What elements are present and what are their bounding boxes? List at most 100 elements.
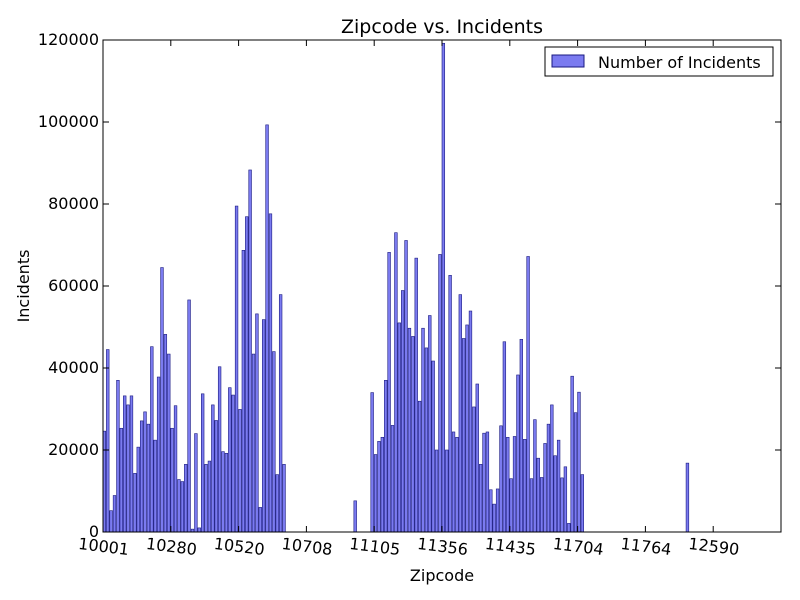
chart-title: Zipcode vs. Incidents <box>341 16 543 38</box>
bar <box>434 449 439 533</box>
bar <box>136 446 140 533</box>
bar <box>163 334 168 533</box>
bar <box>278 294 283 533</box>
legend-label: Number of Incidents <box>598 53 761 72</box>
bar <box>204 464 208 533</box>
bar <box>553 455 557 533</box>
bar <box>465 324 469 533</box>
bar <box>211 404 215 533</box>
bar <box>380 436 384 533</box>
bar <box>106 349 110 533</box>
bar <box>556 439 561 533</box>
bar <box>550 404 554 533</box>
plot-frame <box>102 39 782 533</box>
bar <box>526 256 530 533</box>
bar <box>536 457 540 533</box>
bar <box>424 347 429 533</box>
bar <box>207 460 212 533</box>
bar <box>116 379 120 533</box>
bar <box>387 252 391 533</box>
bar <box>421 327 425 533</box>
bar <box>224 452 229 533</box>
bar <box>560 477 564 533</box>
bar <box>217 366 222 533</box>
bar <box>482 432 486 533</box>
bar <box>112 495 117 533</box>
bar <box>685 462 690 533</box>
bar <box>394 232 398 533</box>
bar <box>441 42 446 533</box>
bar <box>580 474 584 533</box>
bar <box>234 205 239 533</box>
bar <box>543 443 547 533</box>
bar <box>529 478 534 533</box>
bar <box>373 454 378 533</box>
bar <box>499 425 503 533</box>
bar <box>451 431 456 533</box>
bar <box>506 436 510 533</box>
bar <box>258 507 262 533</box>
legend-swatch <box>551 54 585 68</box>
bar <box>445 449 449 533</box>
bar <box>468 310 473 533</box>
bar <box>448 275 452 533</box>
bar <box>397 322 401 533</box>
bar <box>407 327 412 533</box>
bar <box>516 374 520 533</box>
bar <box>139 420 144 533</box>
y-axis-label: Incidents <box>14 250 33 323</box>
bar <box>577 391 581 533</box>
bar <box>197 527 201 533</box>
bar <box>262 319 266 533</box>
bar <box>485 431 490 533</box>
bar <box>478 464 483 533</box>
y-tick-label: 120000 <box>38 30 99 49</box>
bar <box>194 433 198 533</box>
bar <box>519 338 523 533</box>
bar <box>153 439 157 533</box>
bar <box>119 427 123 533</box>
bar <box>143 411 147 533</box>
bar <box>248 169 252 533</box>
bar <box>238 409 242 533</box>
y-tick-label: 40000 <box>48 358 99 377</box>
bar <box>489 489 493 533</box>
bar <box>370 392 374 533</box>
bar <box>126 404 130 533</box>
bar <box>123 395 127 533</box>
bar <box>265 124 269 533</box>
bar <box>150 346 154 533</box>
bar <box>384 379 388 533</box>
bar <box>109 510 113 533</box>
bar <box>523 439 527 533</box>
bar <box>156 376 161 533</box>
y-tick-label: 60000 <box>48 276 99 295</box>
bar <box>390 425 395 533</box>
bar <box>492 503 496 533</box>
bar <box>377 441 381 533</box>
bar <box>268 213 273 533</box>
bar <box>187 299 191 533</box>
y-axis-ticks: 0 20000 40000 60000 80000 100000 120000 <box>38 30 781 541</box>
bar <box>404 240 408 533</box>
bar <box>184 464 188 533</box>
bar <box>533 419 537 533</box>
bar <box>417 400 422 533</box>
bar <box>251 353 256 533</box>
bar <box>173 405 178 533</box>
y-tick-label: 80000 <box>48 194 99 213</box>
bar <box>282 464 286 533</box>
bar <box>458 294 462 533</box>
bar <box>414 257 418 533</box>
bar <box>275 474 279 533</box>
x-axis-ticks: 10001 10280 10520 10708 11105 11356 11435 11704… <box>77 40 740 559</box>
bar <box>353 500 357 533</box>
bar <box>401 290 405 533</box>
bar <box>231 394 235 533</box>
bar-series <box>102 42 690 533</box>
bar <box>455 436 459 533</box>
bar <box>475 383 479 533</box>
y-tick-label: 100000 <box>38 112 99 131</box>
